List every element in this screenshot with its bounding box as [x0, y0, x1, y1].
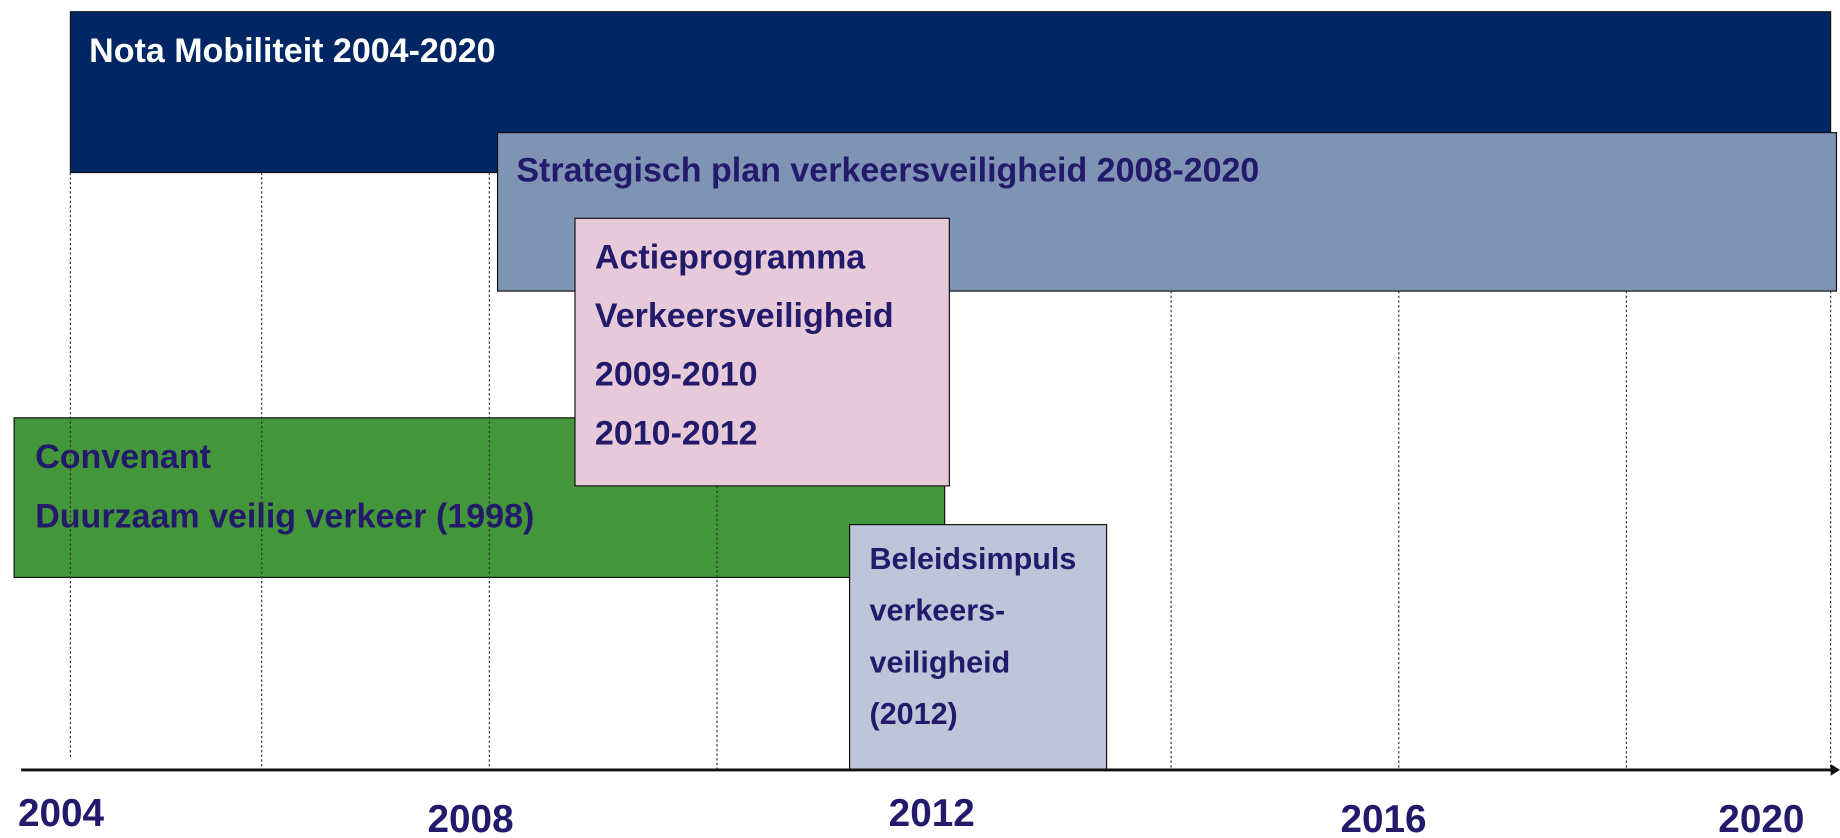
axis-arrow	[1830, 764, 1840, 776]
axis-label: 2004	[18, 792, 105, 835]
box-label: Actieprogramma	[595, 238, 866, 276]
box-label: veiligheid	[870, 645, 1011, 679]
box-label: Duurzaam veilig verkeer (1998)	[35, 498, 534, 536]
grid-lines	[69, 172, 1832, 769]
box-label: 2010-2012	[595, 414, 758, 452]
box-label: Convenant	[35, 438, 211, 476]
axis-label: 2016	[1340, 798, 1426, 838]
box-label: 2009-2010	[595, 356, 758, 394]
beleidsimpuls-box	[849, 524, 1108, 771]
axis-label: 2008	[427, 798, 513, 838]
axis-label: 2012	[889, 792, 975, 835]
box-label: Nota Mobiliteit 2004-2020	[89, 32, 495, 70]
actie-box	[574, 217, 950, 487]
box-label: Verkeersveiligheid	[595, 297, 894, 335]
box-label: Strategisch plan verkeersveiligheid 2008…	[516, 152, 1259, 190]
axis-label: 2020	[1718, 798, 1804, 838]
box-label: (2012)	[870, 697, 958, 731]
box-label: verkeers-	[870, 594, 1006, 628]
box-label: Beleidsimpuls	[870, 542, 1077, 576]
